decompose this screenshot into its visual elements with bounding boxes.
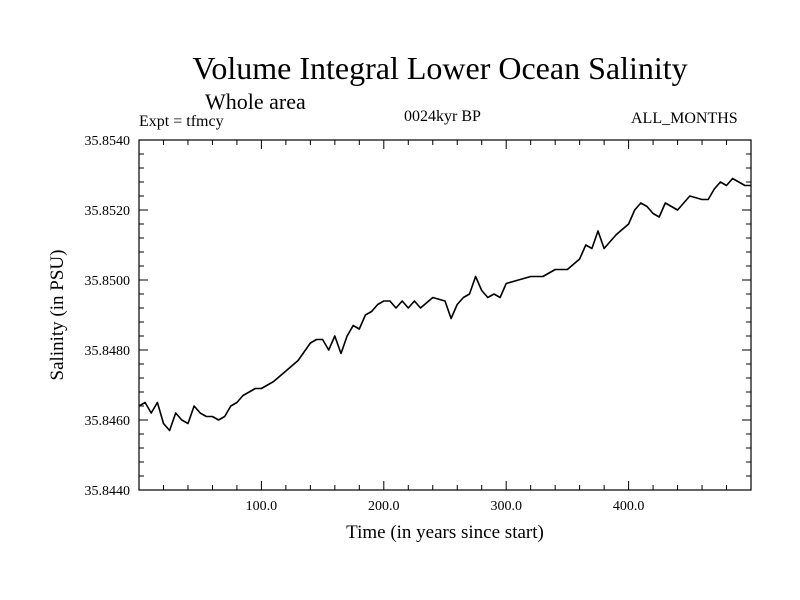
y-tick-label: 35.8480 xyxy=(85,344,131,359)
experiment-label: Expt = tfmcy xyxy=(139,113,224,130)
chart-subtitle: Whole area xyxy=(205,89,306,114)
x-tick-label: 100.0 xyxy=(246,499,278,514)
x-tick-label: 400.0 xyxy=(613,499,645,514)
months-label: ALL_MONTHS xyxy=(631,110,738,127)
y-tick-label: 35.8540 xyxy=(85,134,131,149)
x-tick-label: 200.0 xyxy=(368,499,400,514)
plot-frame xyxy=(138,139,752,491)
y-axis-label: Salinity (in PSU) xyxy=(47,250,68,381)
period-label: 0024kyr BP xyxy=(404,108,481,125)
chart-title: Volume Integral Lower Ocean Salinity xyxy=(192,50,688,86)
y-tick-label: 35.8520 xyxy=(85,204,131,219)
series-line-salinity xyxy=(138,177,751,432)
y-tick-label: 35.8460 xyxy=(85,414,131,429)
x-tick-label: 300.0 xyxy=(490,499,522,514)
y-tick-label: 35.8440 xyxy=(85,484,131,499)
y-tick-label: 35.8500 xyxy=(85,274,131,289)
x-axis-label: Time (in years since start) xyxy=(346,522,544,543)
